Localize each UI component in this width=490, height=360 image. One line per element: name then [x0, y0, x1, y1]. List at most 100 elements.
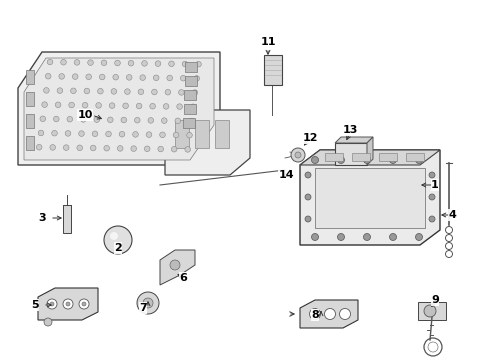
Circle shape [44, 87, 49, 93]
Circle shape [106, 131, 111, 137]
Text: 11: 11 [260, 37, 276, 47]
Circle shape [165, 89, 171, 95]
Circle shape [312, 234, 318, 240]
Circle shape [169, 61, 174, 67]
Circle shape [111, 89, 117, 94]
Bar [264, 55, 282, 85]
Text: 8: 8 [311, 310, 319, 320]
Circle shape [67, 116, 73, 122]
Circle shape [46, 73, 51, 79]
Circle shape [96, 103, 101, 108]
Polygon shape [165, 110, 250, 175]
Circle shape [98, 89, 103, 94]
Bar [379, 153, 397, 161]
Bar [185, 76, 196, 86]
Text: 3: 3 [38, 213, 46, 223]
Circle shape [429, 194, 435, 200]
Bar [325, 153, 343, 161]
Circle shape [74, 60, 80, 65]
Circle shape [424, 305, 436, 317]
Circle shape [80, 117, 86, 122]
Bar [195, 120, 209, 148]
Circle shape [140, 75, 146, 80]
Circle shape [109, 103, 115, 108]
Circle shape [57, 88, 63, 93]
Circle shape [107, 117, 113, 123]
Circle shape [123, 103, 128, 109]
Circle shape [153, 75, 159, 81]
Circle shape [82, 102, 88, 108]
Circle shape [148, 118, 153, 123]
Circle shape [86, 74, 92, 80]
Circle shape [128, 60, 134, 66]
Circle shape [305, 194, 311, 200]
Polygon shape [24, 58, 214, 160]
Circle shape [364, 234, 370, 240]
Bar [26, 136, 34, 150]
Circle shape [364, 157, 370, 163]
Bar [26, 92, 34, 106]
Circle shape [190, 104, 196, 109]
Circle shape [338, 234, 344, 240]
Circle shape [142, 60, 147, 66]
Circle shape [38, 130, 44, 136]
Bar [26, 114, 34, 128]
Circle shape [155, 61, 161, 66]
Polygon shape [300, 300, 358, 328]
Text: 14: 14 [278, 170, 294, 180]
Bar [183, 118, 195, 128]
Circle shape [429, 216, 435, 222]
Circle shape [126, 75, 132, 80]
Circle shape [182, 61, 188, 67]
Circle shape [79, 299, 89, 309]
Text: 1: 1 [431, 180, 439, 190]
Circle shape [312, 157, 318, 163]
Text: 6: 6 [179, 273, 187, 283]
Circle shape [61, 59, 66, 65]
Circle shape [177, 104, 182, 109]
Text: 10: 10 [77, 110, 93, 120]
Circle shape [429, 172, 435, 178]
Circle shape [124, 89, 130, 94]
Circle shape [115, 60, 121, 66]
Text: 7: 7 [139, 303, 147, 313]
Circle shape [187, 132, 192, 138]
Circle shape [146, 132, 152, 138]
Circle shape [416, 234, 422, 240]
Circle shape [160, 132, 165, 138]
Bar [215, 120, 229, 148]
Circle shape [167, 75, 172, 81]
Circle shape [295, 152, 301, 158]
Circle shape [119, 131, 125, 137]
Circle shape [162, 118, 167, 123]
Circle shape [150, 103, 155, 109]
Circle shape [390, 157, 396, 163]
Bar [352, 153, 370, 161]
Circle shape [44, 318, 52, 326]
Polygon shape [300, 150, 440, 245]
Circle shape [88, 60, 93, 66]
Circle shape [151, 89, 157, 95]
Circle shape [180, 75, 186, 81]
Circle shape [305, 216, 311, 222]
Circle shape [92, 131, 98, 136]
Circle shape [50, 145, 55, 150]
Circle shape [185, 147, 191, 152]
Circle shape [340, 309, 350, 320]
Circle shape [121, 117, 126, 123]
Circle shape [131, 146, 137, 152]
Circle shape [82, 302, 86, 306]
Circle shape [36, 144, 42, 150]
Circle shape [53, 116, 59, 122]
Circle shape [110, 232, 118, 240]
Circle shape [59, 73, 65, 79]
Polygon shape [18, 52, 220, 165]
Bar [63, 205, 71, 233]
Circle shape [63, 299, 73, 309]
Circle shape [194, 76, 199, 81]
Circle shape [69, 102, 74, 108]
Circle shape [416, 157, 422, 163]
Circle shape [52, 130, 57, 136]
Text: 4: 4 [448, 210, 456, 220]
Circle shape [310, 309, 320, 320]
